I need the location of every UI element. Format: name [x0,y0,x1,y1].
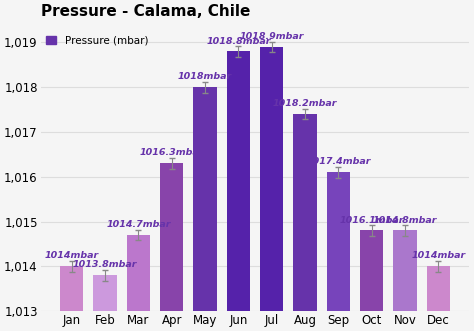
Text: 1014.7mbar: 1014.7mbar [106,220,171,229]
Bar [127,235,150,311]
Text: 1013.8mbar: 1013.8mbar [73,260,137,269]
Text: 1014.8mbar: 1014.8mbar [373,215,437,225]
Bar [93,275,117,311]
Bar [160,163,183,311]
Bar [227,51,250,311]
Bar [360,230,383,311]
Bar [193,87,217,311]
Bar [293,114,317,311]
Text: 1016.1mbar: 1016.1mbar [339,215,404,225]
Text: 1014mbar: 1014mbar [411,252,465,260]
Text: 1018.9mbar: 1018.9mbar [239,32,304,41]
Text: 1014mbar: 1014mbar [45,252,99,260]
Bar [260,47,283,311]
Bar [427,266,450,311]
Bar [327,172,350,311]
Text: 1016.3mbar: 1016.3mbar [139,149,204,158]
Text: Pressure - Calama, Chile: Pressure - Calama, Chile [41,4,250,19]
Text: 1018mbar: 1018mbar [178,72,232,81]
Text: 1017.4mbar: 1017.4mbar [306,158,371,166]
Legend: Pressure (mbar): Pressure (mbar) [46,35,148,45]
Text: 1018.8mbar: 1018.8mbar [206,36,271,46]
Text: 1018.2mbar: 1018.2mbar [273,99,337,108]
Bar [393,230,417,311]
Bar [60,266,83,311]
